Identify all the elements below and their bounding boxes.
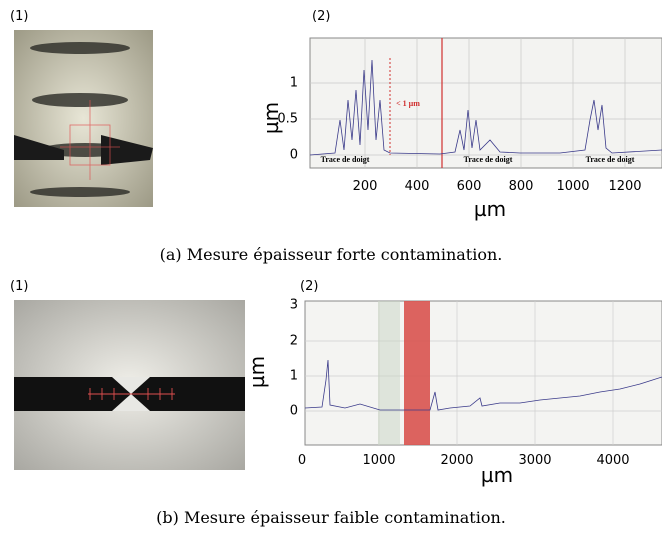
y-tick-label: 0 xyxy=(290,148,298,163)
y-axis-label: µm xyxy=(245,356,269,388)
x-axis-label: µm xyxy=(481,463,513,487)
photo xyxy=(14,300,245,470)
y-tick-label: 1 xyxy=(290,76,298,91)
y-tick-label: 0.5 xyxy=(277,112,298,127)
x-tick-label: 400 xyxy=(405,179,430,194)
y-axis-label: µm xyxy=(259,102,283,134)
y-tick-label: 0 xyxy=(290,404,298,419)
profile-screen xyxy=(309,37,662,169)
y-tick-label: 1 xyxy=(290,369,298,384)
profile-screen xyxy=(304,300,662,446)
x-tick-label: 2000 xyxy=(440,453,473,468)
x-tick-label: 200 xyxy=(353,179,378,194)
panel-label: (2) xyxy=(300,279,318,294)
panel-label: (2) xyxy=(312,9,330,24)
x-tick-label: 1200 xyxy=(608,179,641,194)
x-tick-label: 1000 xyxy=(362,453,395,468)
annotation: < 1 µm xyxy=(396,99,420,108)
photo xyxy=(14,30,153,207)
caption: (a) Mesure épaisseur forte contamination… xyxy=(160,245,503,264)
x-tick-label: 0 xyxy=(298,453,306,468)
annotation: Trace de doigt xyxy=(586,155,635,164)
x-tick-label: 800 xyxy=(509,179,534,194)
panel-label: (1) xyxy=(10,279,28,294)
x-tick-label: 3000 xyxy=(518,453,551,468)
x-tick-label: 4000 xyxy=(596,453,629,468)
y-tick-label: 3 xyxy=(290,298,298,313)
annotation: Trace de doigt xyxy=(321,155,370,164)
y-tick-label: 2 xyxy=(290,334,298,349)
caption: (b) Mesure épaisseur faible contaminatio… xyxy=(156,508,506,527)
panel-label: (1) xyxy=(10,9,28,24)
x-axis-label: µm xyxy=(474,197,506,221)
x-tick-label: 600 xyxy=(457,179,482,194)
annotation: Trace de doigt xyxy=(464,155,513,164)
x-tick-label: 1000 xyxy=(556,179,589,194)
